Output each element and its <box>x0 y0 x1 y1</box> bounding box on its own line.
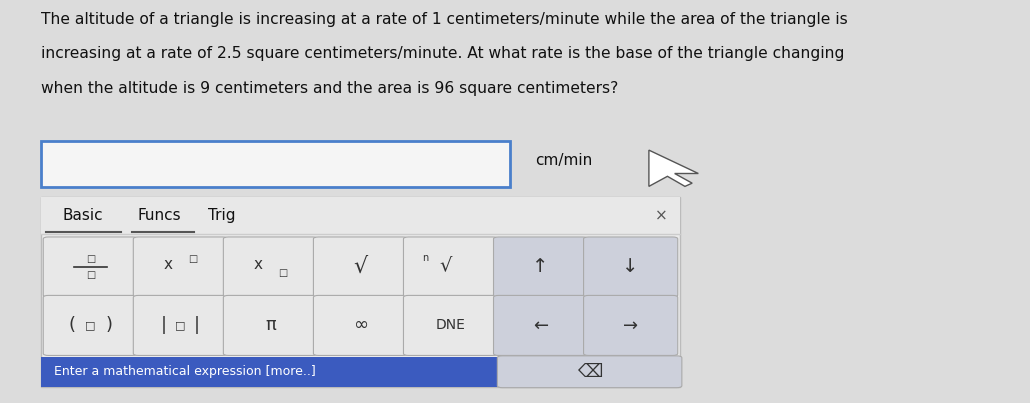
Text: |: | <box>194 316 200 334</box>
Text: DNE: DNE <box>436 318 466 332</box>
Text: ⌫: ⌫ <box>577 363 603 381</box>
Text: □: □ <box>175 320 185 330</box>
Text: √: √ <box>439 256 451 274</box>
FancyBboxPatch shape <box>133 295 228 355</box>
FancyBboxPatch shape <box>43 237 137 297</box>
FancyBboxPatch shape <box>584 237 678 297</box>
Text: ↑: ↑ <box>533 258 549 276</box>
Text: ←: ← <box>534 316 548 334</box>
Text: □: □ <box>188 254 198 264</box>
FancyBboxPatch shape <box>493 295 588 355</box>
Text: when the altitude is 9 centimeters and the area is 96 square centimeters?: when the altitude is 9 centimeters and t… <box>41 81 619 96</box>
Text: →: → <box>623 316 639 334</box>
FancyBboxPatch shape <box>41 141 510 187</box>
Text: ↓: ↓ <box>622 258 639 276</box>
FancyBboxPatch shape <box>224 237 317 297</box>
Text: The altitude of a triangle is increasing at a rate of 1 centimeters/minute while: The altitude of a triangle is increasing… <box>41 12 848 27</box>
Text: increasing at a rate of 2.5 square centimeters/minute. At what rate is the base : increasing at a rate of 2.5 square centi… <box>41 46 845 61</box>
Text: |: | <box>161 316 167 334</box>
Text: □: □ <box>85 320 96 330</box>
Text: ∞: ∞ <box>353 316 368 334</box>
Bar <box>41 197 680 234</box>
FancyBboxPatch shape <box>404 237 497 297</box>
Text: Funcs: Funcs <box>138 208 181 223</box>
FancyBboxPatch shape <box>313 237 408 297</box>
FancyBboxPatch shape <box>497 356 682 388</box>
Text: Enter a mathematical expression [more..]: Enter a mathematical expression [more..] <box>54 365 315 378</box>
Text: x: x <box>164 258 173 272</box>
Text: □: □ <box>85 270 95 280</box>
Text: Basic: Basic <box>62 208 103 223</box>
Bar <box>41 197 680 387</box>
FancyBboxPatch shape <box>313 295 408 355</box>
FancyBboxPatch shape <box>43 295 137 355</box>
Text: x: x <box>253 258 263 272</box>
FancyBboxPatch shape <box>224 295 317 355</box>
FancyBboxPatch shape <box>404 295 497 355</box>
Text: □: □ <box>85 254 95 264</box>
Text: ×: × <box>655 208 667 223</box>
Text: (: ( <box>68 316 75 334</box>
Bar <box>41 357 500 387</box>
Text: □: □ <box>278 268 287 278</box>
Text: √: √ <box>353 257 368 277</box>
Text: Trig: Trig <box>208 208 235 223</box>
FancyBboxPatch shape <box>584 295 678 355</box>
Text: π: π <box>265 316 276 334</box>
Text: cm/min: cm/min <box>536 153 593 168</box>
FancyBboxPatch shape <box>133 237 228 297</box>
Text: n: n <box>421 253 427 263</box>
Text: ): ) <box>105 316 112 334</box>
FancyBboxPatch shape <box>493 237 588 297</box>
Polygon shape <box>649 150 698 186</box>
